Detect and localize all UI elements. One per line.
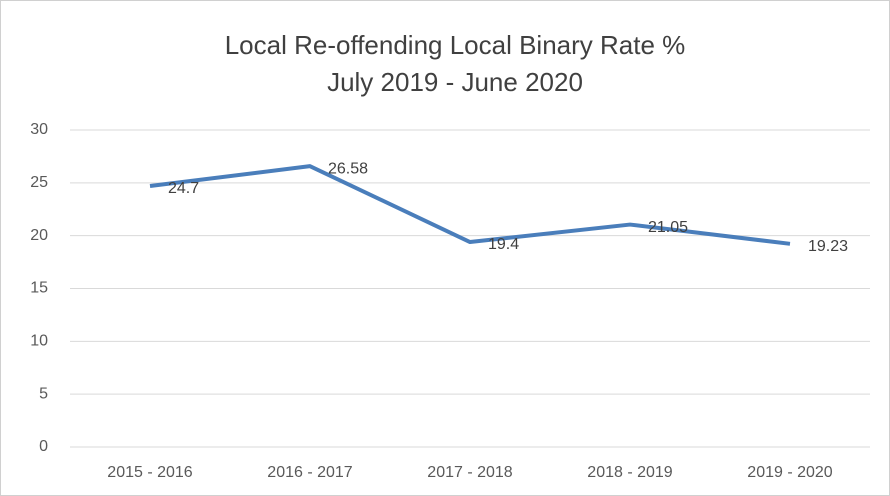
y-tick-label: 10 <box>30 333 48 350</box>
data-label: 19.23 <box>808 238 848 255</box>
data-label: 21.05 <box>648 219 688 236</box>
y-tick-label: 5 <box>39 385 48 402</box>
line-series <box>149 164 791 246</box>
chart-title: Local Re-offending Local Binary Rate % <box>225 30 686 60</box>
data-label: 19.4 <box>488 236 519 253</box>
y-tick-label: 30 <box>30 121 48 138</box>
x-tick-label: 2018 - 2019 <box>587 464 673 481</box>
y-tick-label: 25 <box>30 174 48 191</box>
data-label: 24.7 <box>168 180 199 197</box>
chart-subtitle: July 2019 - June 2020 <box>327 67 583 97</box>
data-label: 26.58 <box>328 160 368 177</box>
x-tick-label: 2017 - 2018 <box>427 464 513 481</box>
y-tick-label: 0 <box>39 438 48 455</box>
x-tick-label: 2019 - 2020 <box>747 464 833 481</box>
x-tick-label: 2016 - 2017 <box>267 464 353 481</box>
y-tick-label: 20 <box>30 227 48 244</box>
y-tick-label: 15 <box>30 280 48 297</box>
x-tick-label: 2015 - 2016 <box>107 464 193 481</box>
